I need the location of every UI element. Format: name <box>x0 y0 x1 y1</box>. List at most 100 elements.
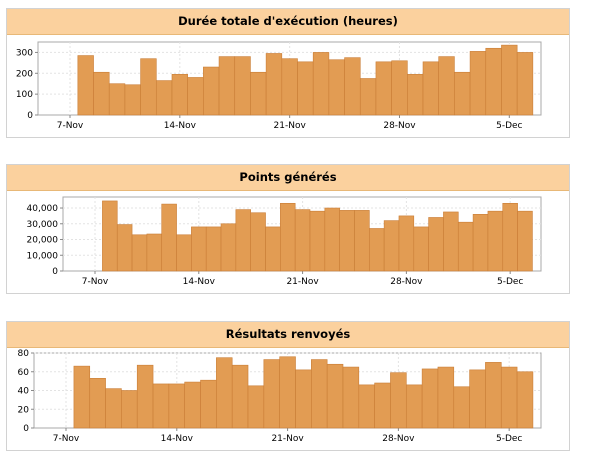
y-tick-label: 0 <box>52 267 58 277</box>
bar <box>73 365 91 429</box>
bar <box>457 221 474 272</box>
bar <box>516 371 534 429</box>
bar <box>485 362 502 429</box>
bar <box>220 223 237 272</box>
y-tick-label: 200 <box>16 69 33 79</box>
y-tick-label: 80 <box>18 349 30 359</box>
bar <box>200 379 217 429</box>
bar-chart-runtime: 0 100 200 300 7-Nov 14-Nov 21-Nov 28-Nov 5-Dec <box>16 41 542 131</box>
x-tick-label: 5-Dec <box>497 277 523 287</box>
bar <box>502 202 518 272</box>
x-tick-label: 14-Nov <box>183 277 216 287</box>
y-tick-label: 0 <box>27 111 33 121</box>
bar <box>501 44 518 116</box>
bar <box>155 80 173 116</box>
bar <box>152 383 170 429</box>
bar <box>102 200 118 272</box>
bar <box>247 385 265 429</box>
bar <box>116 224 133 272</box>
bar <box>437 366 455 429</box>
chart-title: Résultats renvoyés <box>7 322 569 348</box>
x-tick-label: 21-Nov <box>274 121 307 131</box>
bar <box>131 234 148 272</box>
x-tick-label: 28-Nov <box>383 121 416 131</box>
bar <box>421 368 439 429</box>
bar <box>265 226 281 272</box>
chart-panel-results: Résultats renvoyés 0 20 40 60 80 7-Nov 14-Nov 2… <box>6 321 570 451</box>
bar <box>358 384 375 429</box>
bar <box>280 202 296 272</box>
bar <box>216 357 233 429</box>
chart-title: Durée totale d'exécution (heures) <box>7 9 569 35</box>
bar <box>342 366 360 429</box>
bar <box>205 226 222 272</box>
y-tick-label: 100 <box>16 90 33 100</box>
bar <box>405 384 423 429</box>
bar <box>311 359 328 429</box>
chart-title: Points générés <box>7 165 569 191</box>
y-tick-label: 30,000 <box>27 220 59 230</box>
bar <box>326 363 344 429</box>
chart-panel-runtime: Durée totale d'exécution (heures) 0 100 20… <box>6 8 570 138</box>
x-tick-label: 7-Nov <box>53 434 80 444</box>
bar <box>407 74 424 116</box>
bar <box>422 61 440 116</box>
bar <box>454 71 471 116</box>
bar <box>140 58 157 116</box>
bar <box>89 378 106 429</box>
bar <box>472 214 489 272</box>
bar <box>369 228 385 272</box>
bar <box>383 220 400 272</box>
chart-panel-points: Points générés 0 10,000 20,000 30,000 40,000… <box>6 164 570 294</box>
x-tick-label: 28-Nov <box>382 434 415 444</box>
x-tick-label: 7-Nov <box>57 121 84 131</box>
bar <box>339 210 355 272</box>
bar <box>391 60 408 116</box>
y-tick-label: 40,000 <box>27 204 59 214</box>
bar <box>171 74 188 116</box>
bar <box>218 56 236 116</box>
bar <box>124 84 141 116</box>
bar <box>203 66 220 116</box>
y-tick-label: 20,000 <box>27 236 59 246</box>
bar <box>263 359 280 429</box>
bar <box>413 226 429 272</box>
bar <box>312 52 330 116</box>
bar <box>146 233 163 272</box>
bar <box>438 56 455 116</box>
bar <box>250 71 267 116</box>
bar <box>469 369 486 429</box>
bar <box>191 226 207 272</box>
x-tick-label: 21-Nov <box>286 277 319 287</box>
bar <box>469 51 487 116</box>
bar <box>105 388 122 429</box>
bar <box>375 61 392 116</box>
x-tick-label: 5-Dec <box>496 434 522 444</box>
bar <box>390 372 407 429</box>
y-tick-label: 60 <box>18 368 30 378</box>
bar <box>121 390 138 429</box>
x-tick-label: 5-Dec <box>496 121 522 131</box>
bar <box>176 234 192 272</box>
x-tick-label: 14-Nov <box>164 121 197 131</box>
bar <box>93 71 110 116</box>
bar <box>500 366 518 429</box>
x-tick-label: 28-Nov <box>390 277 423 287</box>
y-tick-label: 20 <box>18 405 30 415</box>
bar <box>168 383 186 429</box>
y-tick-label: 300 <box>16 48 33 58</box>
bar <box>136 364 154 429</box>
bar <box>453 386 470 429</box>
bar <box>485 47 502 116</box>
bar-chart-results: 0 20 40 60 80 7-Nov 14-Nov 21-Nov 28-Nov 5-Dec <box>18 349 542 444</box>
y-tick-label: 40 <box>18 387 30 397</box>
bar <box>281 58 298 116</box>
bar <box>77 55 94 116</box>
bar <box>344 57 361 116</box>
bar <box>516 52 534 116</box>
bar <box>309 210 326 272</box>
bar <box>428 217 444 272</box>
bar <box>295 369 312 429</box>
bar <box>443 211 459 272</box>
bar <box>374 382 391 429</box>
